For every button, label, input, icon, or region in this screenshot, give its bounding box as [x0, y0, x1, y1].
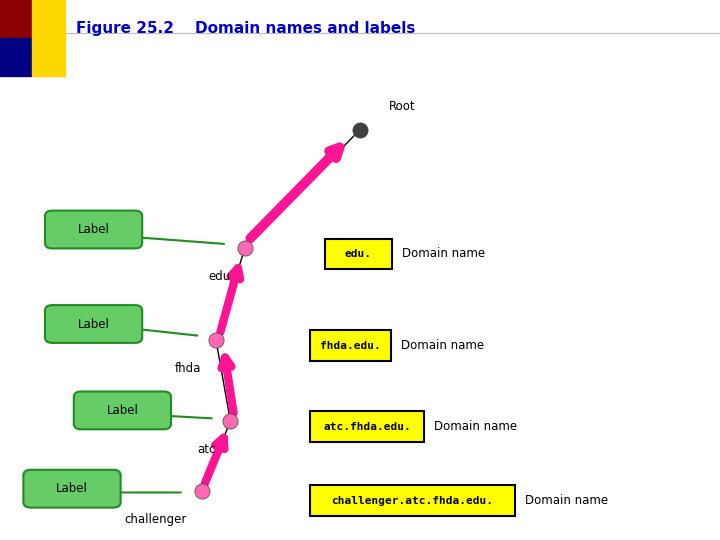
- Text: challenger.atc.fhda.edu.: challenger.atc.fhda.edu.: [331, 496, 494, 505]
- Text: fhda: fhda: [175, 362, 202, 375]
- Text: fhda.edu.: fhda.edu.: [320, 341, 381, 350]
- Text: Label: Label: [78, 318, 109, 330]
- Text: Label: Label: [56, 482, 88, 495]
- Bar: [0, 0, 32, 38]
- FancyBboxPatch shape: [45, 211, 143, 248]
- Text: atc.fhda.edu.: atc.fhda.edu.: [323, 422, 411, 431]
- Point: [210, 336, 222, 345]
- Text: challenger: challenger: [125, 513, 187, 526]
- Text: Label: Label: [78, 223, 109, 236]
- Text: Root: Root: [389, 100, 415, 113]
- Text: Domain name: Domain name: [402, 247, 485, 260]
- Text: Domain name: Domain name: [525, 494, 608, 507]
- FancyBboxPatch shape: [310, 330, 390, 361]
- Text: edu.: edu.: [345, 249, 372, 259]
- Point: [225, 417, 236, 426]
- Bar: [32, 0, 65, 76]
- FancyBboxPatch shape: [23, 470, 121, 508]
- Bar: [0, 38, 32, 76]
- FancyBboxPatch shape: [74, 392, 171, 429]
- Point: [196, 487, 207, 496]
- FancyBboxPatch shape: [325, 239, 392, 269]
- Text: Label: Label: [107, 404, 138, 417]
- Point: [354, 125, 366, 134]
- Text: Domain name: Domain name: [433, 420, 517, 433]
- Text: atc: atc: [197, 443, 216, 456]
- FancyBboxPatch shape: [45, 305, 143, 343]
- FancyBboxPatch shape: [310, 411, 423, 442]
- Text: Figure 25.2    Domain names and labels: Figure 25.2 Domain names and labels: [76, 21, 415, 36]
- FancyBboxPatch shape: [310, 485, 515, 516]
- Point: [239, 244, 251, 253]
- Text: Domain name: Domain name: [400, 339, 484, 352]
- Text: edu: edu: [208, 270, 230, 283]
